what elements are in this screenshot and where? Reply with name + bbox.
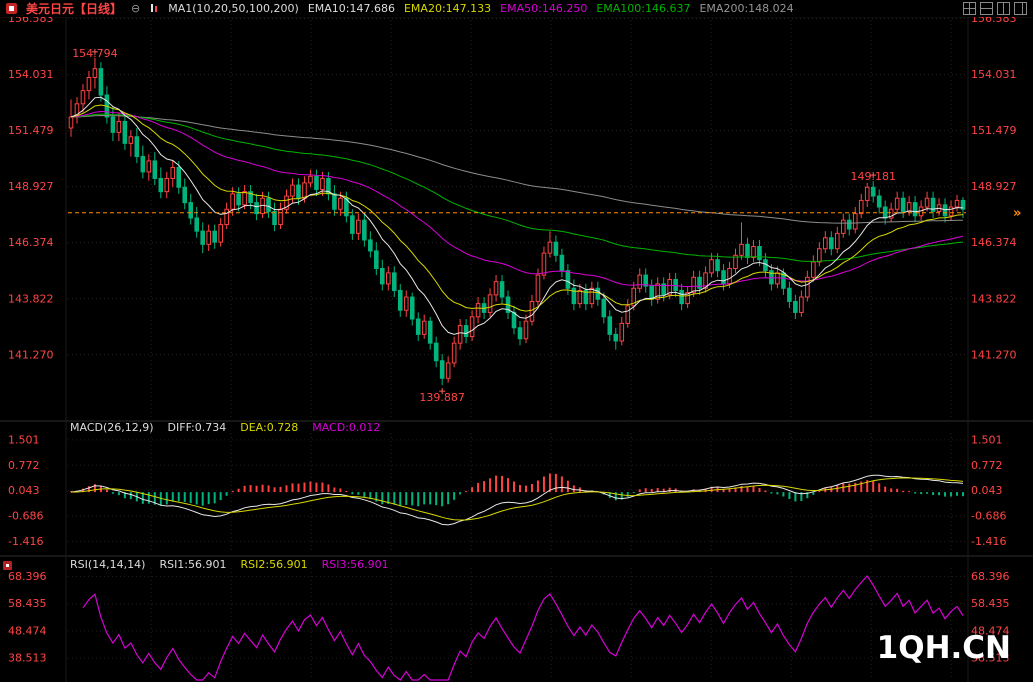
axis-tick-label: 143.822	[971, 292, 1017, 305]
macd-title[interactable]: MACD(26,12,9)	[70, 421, 154, 434]
symbol-title: 美元日元【日线】	[26, 2, 123, 16]
last-price-arrow-icon: »	[1013, 206, 1021, 221]
axis-tick-label: 0.772	[971, 459, 1003, 472]
axis-tick-label: 148.927	[971, 180, 1017, 193]
dea-line	[70, 477, 964, 521]
rsi-plot	[82, 575, 964, 681]
axis-tick-label: 1.501	[971, 433, 1003, 446]
axis-tick-label: 146.374	[8, 236, 54, 249]
axis-tick-label: 141.270	[971, 348, 1017, 361]
axis-tick-label: 0.043	[971, 484, 1003, 497]
ema10-line	[70, 96, 964, 335]
axis-tick-label: 154.031	[971, 68, 1017, 81]
ema20-line	[70, 104, 964, 312]
axis-tick-label: -1.416	[971, 535, 1006, 548]
window-controls	[963, 2, 1033, 15]
rsi-line	[82, 575, 964, 681]
ema200-line	[70, 114, 964, 224]
grid	[0, 16, 1033, 682]
macd-macd-value: MACD:0.012	[312, 421, 381, 434]
axis-tick-label: -0.686	[971, 509, 1006, 522]
price-annotation: 149.181	[850, 170, 896, 183]
axis-tick-label: 68.396	[8, 570, 47, 583]
axis-tick-label: 141.270	[8, 348, 54, 361]
axis-tick-label: 154.031	[8, 68, 54, 81]
macd-diff-value: DIFF:0.734	[167, 421, 227, 434]
rsi2-value: RSI2:56.901	[240, 558, 308, 571]
axis-tick-label: -1.416	[8, 535, 43, 548]
axis-tick-label: 1.501	[8, 433, 40, 446]
macd-label-row: MACD(26,12,9) DIFF:0.734 DEA:0.728 MACD:…	[70, 421, 380, 434]
ema50-value-label: EMA50:146.250	[500, 2, 588, 15]
rsi1-value: RSI1:56.901	[159, 558, 227, 571]
vertical-split-icon[interactable]	[997, 2, 1010, 15]
ema-lines	[70, 96, 964, 335]
ema20-value-label: EMA20:147.133	[403, 2, 492, 15]
overlays: » 154.794 149.181 139.887	[68, 47, 1021, 404]
rsi-panel-icon[interactable]	[3, 561, 12, 570]
diff-line	[70, 474, 964, 526]
axis-tick-label: -0.686	[8, 509, 43, 522]
site-watermark: 1QH.CN	[876, 630, 1011, 666]
rsi-title[interactable]: RSI(14,14,14)	[70, 558, 146, 571]
axis-tick-label: 58.435	[971, 597, 1010, 610]
axis-tick-label: 48.474	[971, 624, 1010, 637]
ma-settings-label[interactable]: MA1(10,20,50,100,200)	[168, 2, 299, 15]
axis-tick-label: 58.435	[8, 597, 47, 610]
rsi-label-row: RSI(14,14,14) RSI1:56.901 RSI2:56.901 RS…	[70, 558, 389, 571]
axis-tick-label: 0.772	[8, 459, 40, 472]
candlestick-icon[interactable]	[149, 3, 159, 14]
axis-tick-label: 151.479	[971, 124, 1017, 137]
axis-tick-label: 143.822	[8, 292, 54, 305]
macd-plot	[69, 473, 965, 526]
rsi3-value: RSI3:56.901	[321, 558, 389, 571]
axis-tick-label: 148.927	[8, 180, 54, 193]
ema200-value-label: EMA200:148.024	[699, 2, 794, 15]
quad-layout-icon[interactable]	[963, 2, 976, 15]
axis-tick-label: 68.396	[971, 570, 1010, 583]
app-icon[interactable]	[6, 3, 17, 14]
axis-tick-label: 48.474	[8, 624, 47, 637]
price-annotation: 154.794	[72, 47, 118, 60]
axis-tick-label: 38.513	[971, 652, 1010, 665]
ema10-value-label: EMA10:147.686	[307, 2, 395, 15]
candles	[68, 57, 966, 386]
right-split-icon[interactable]	[1014, 2, 1027, 15]
macd-dea-value: DEA:0.728	[240, 421, 299, 434]
ema100-value-label: EMA100:146.637	[596, 2, 691, 15]
axis-tick-label: 151.479	[8, 124, 54, 137]
axis-tick-label: 146.374	[971, 236, 1017, 249]
horizontal-split-icon[interactable]	[980, 2, 993, 15]
topbar: 美元日元【日线】 ⊖ MA1(10,20,50,100,200) EMA10:1…	[0, 0, 1033, 17]
axis-tick-label: 38.513	[8, 652, 47, 665]
price-annotation: 139.887	[419, 391, 465, 404]
axis-tick-label: 0.043	[8, 484, 40, 497]
ema100-line	[70, 113, 964, 262]
collapse-icon[interactable]: ⊖	[131, 2, 141, 15]
